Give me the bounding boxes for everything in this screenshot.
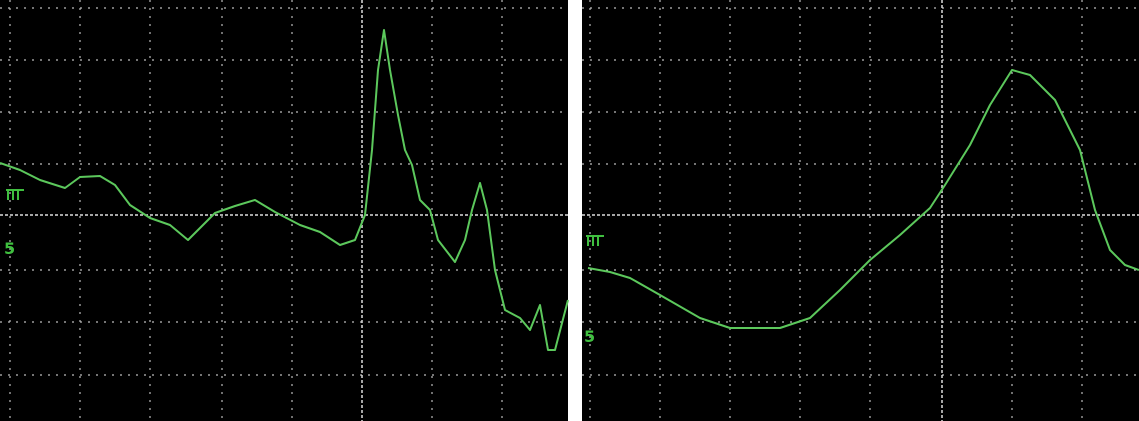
panel-background — [0, 0, 568, 421]
channel-marker: 5 — [584, 327, 595, 346]
right-panel: 5 — [582, 0, 1139, 421]
scope-screen: 5 5 — [0, 0, 1139, 421]
channel-marker: 5 — [4, 239, 15, 258]
panel-background — [582, 0, 1139, 421]
page: 5 5 (() => { const data = JSON.parse(doc… — [0, 0, 1139, 421]
left-panel: 5 — [0, 0, 568, 421]
